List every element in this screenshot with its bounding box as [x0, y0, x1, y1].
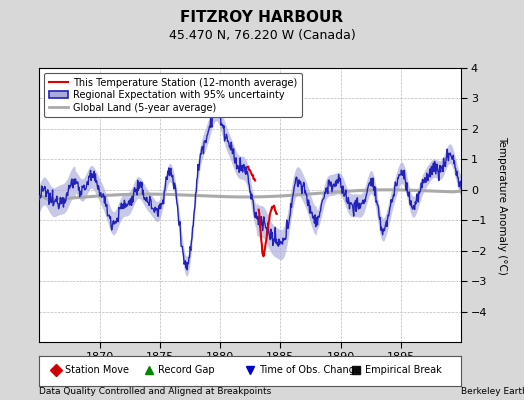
- Text: Data Quality Controlled and Aligned at Breakpoints: Data Quality Controlled and Aligned at B…: [39, 387, 271, 396]
- Text: Station Move: Station Move: [66, 366, 129, 375]
- Text: Berkeley Earth: Berkeley Earth: [461, 387, 524, 396]
- Text: 45.470 N, 76.220 W (Canada): 45.470 N, 76.220 W (Canada): [169, 29, 355, 42]
- Text: FITZROY HARBOUR: FITZROY HARBOUR: [180, 10, 344, 25]
- Y-axis label: Temperature Anomaly (°C): Temperature Anomaly (°C): [497, 136, 507, 274]
- Text: Time of Obs. Change: Time of Obs. Change: [259, 366, 362, 375]
- Legend: This Temperature Station (12-month average), Regional Expectation with 95% uncer: This Temperature Station (12-month avera…: [44, 73, 302, 118]
- Text: Record Gap: Record Gap: [158, 366, 215, 375]
- Text: Empirical Break: Empirical Break: [365, 366, 442, 375]
